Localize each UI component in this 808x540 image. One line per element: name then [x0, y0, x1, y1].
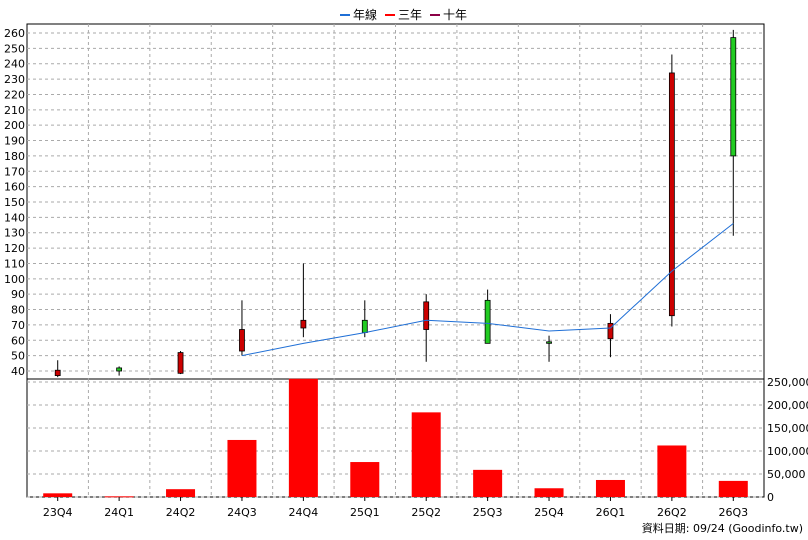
volume-tick-label: 150,000 — [767, 422, 808, 435]
price-panel: 40 50 60 70 80 90 100 110 120 130 140 150 160 170 180 1… — [4, 23, 765, 498]
source-credit: 資料日期: 09/24 (Goodinfo.tw) — [642, 521, 803, 535]
x-tick-label: 24Q4 — [289, 506, 319, 519]
candle-body — [607, 322, 614, 340]
x-tick-label: 25Q4 — [534, 506, 564, 519]
candle-body — [177, 352, 184, 374]
volume-bar — [411, 412, 441, 497]
price-tick-label: 60 — [11, 334, 25, 347]
x-tick-label: 25Q2 — [411, 506, 441, 519]
price-tick-label: 130 — [4, 227, 25, 240]
x-tick-label: 26Q1 — [596, 506, 626, 519]
volume-bar — [595, 479, 625, 497]
candle-body — [54, 369, 61, 377]
legend-label: 三年 — [398, 8, 422, 22]
price-tick-label: 170 — [4, 165, 25, 178]
candle-body — [300, 319, 307, 329]
volume-bar — [534, 488, 564, 497]
candle-body — [116, 367, 123, 372]
price-tick-label: 240 — [4, 58, 25, 71]
x-tick-label: 25Q3 — [473, 506, 503, 519]
series-line-year — [241, 223, 734, 357]
candle-body — [361, 319, 368, 333]
candle-body — [484, 299, 491, 344]
x-axis: 23Q4 24Q1 24Q2 24Q3 24Q4 25Q1 25Q2 25Q3 25Q4 26Q1… — [43, 497, 748, 519]
volume-bar — [104, 496, 134, 498]
price-tick-label: 250 — [4, 42, 25, 55]
volume-tick-label: 250,000 — [767, 376, 808, 389]
candle-body — [546, 341, 552, 344]
x-tick-label: 24Q2 — [166, 506, 196, 519]
legend-label: 十年 — [443, 8, 467, 22]
price-tick-label: 80 — [11, 304, 25, 317]
volume-bar — [166, 489, 196, 497]
price-tick-label: 150 — [4, 196, 25, 209]
volume-panel: 0 50,000 100,000 150,000 200,000 250,000 — [27, 376, 808, 504]
volume-tick-label: 200,000 — [767, 399, 808, 412]
legend-label: 年線 — [353, 7, 377, 22]
volume-bar — [227, 439, 257, 497]
x-tick-label: 25Q1 — [350, 506, 380, 519]
price-tick-label: 210 — [4, 104, 25, 117]
price-tick-label: 160 — [4, 181, 25, 194]
volume-bar — [43, 493, 73, 497]
volume-bar — [288, 378, 318, 497]
x-tick-label: 26Q2 — [657, 506, 687, 519]
price-tick-label: 40 — [11, 365, 25, 378]
x-tick-label: 23Q4 — [43, 506, 73, 519]
price-tick-label: 70 — [11, 319, 25, 332]
price-tick-label: 220 — [4, 88, 25, 101]
x-tick-label: 24Q3 — [227, 506, 257, 519]
price-tick-label: 100 — [4, 273, 25, 286]
volume-bar — [657, 445, 687, 497]
candle-body — [668, 72, 675, 317]
price-tick-label: 180 — [4, 150, 25, 163]
candle-body — [423, 301, 430, 330]
price-tick-label: 140 — [4, 211, 25, 224]
price-tick-label: 50 — [11, 350, 25, 363]
price-tick-label: 190 — [4, 135, 25, 148]
legend: 年線 三年 十年 — [340, 7, 467, 22]
candle-body — [730, 37, 737, 157]
volume-tick-label: 0 — [767, 491, 774, 504]
x-tick-label: 26Q3 — [718, 506, 748, 519]
candle-body — [239, 329, 245, 352]
price-tick-label: 90 — [11, 288, 25, 301]
x-tick-label: 24Q1 — [104, 506, 134, 519]
volume-tick-label: 50,000 — [767, 468, 806, 481]
price-tick-label: 110 — [4, 257, 25, 270]
volume-bar — [350, 462, 380, 497]
price-tick-label: 260 — [4, 27, 25, 40]
volume-tick-label: 100,000 — [767, 445, 808, 458]
volume-bar — [473, 469, 503, 497]
price-tick-label: 200 — [4, 119, 25, 132]
volume-bar — [718, 480, 748, 497]
price-tick-label: 120 — [4, 242, 25, 255]
price-tick-label: 230 — [4, 73, 25, 86]
